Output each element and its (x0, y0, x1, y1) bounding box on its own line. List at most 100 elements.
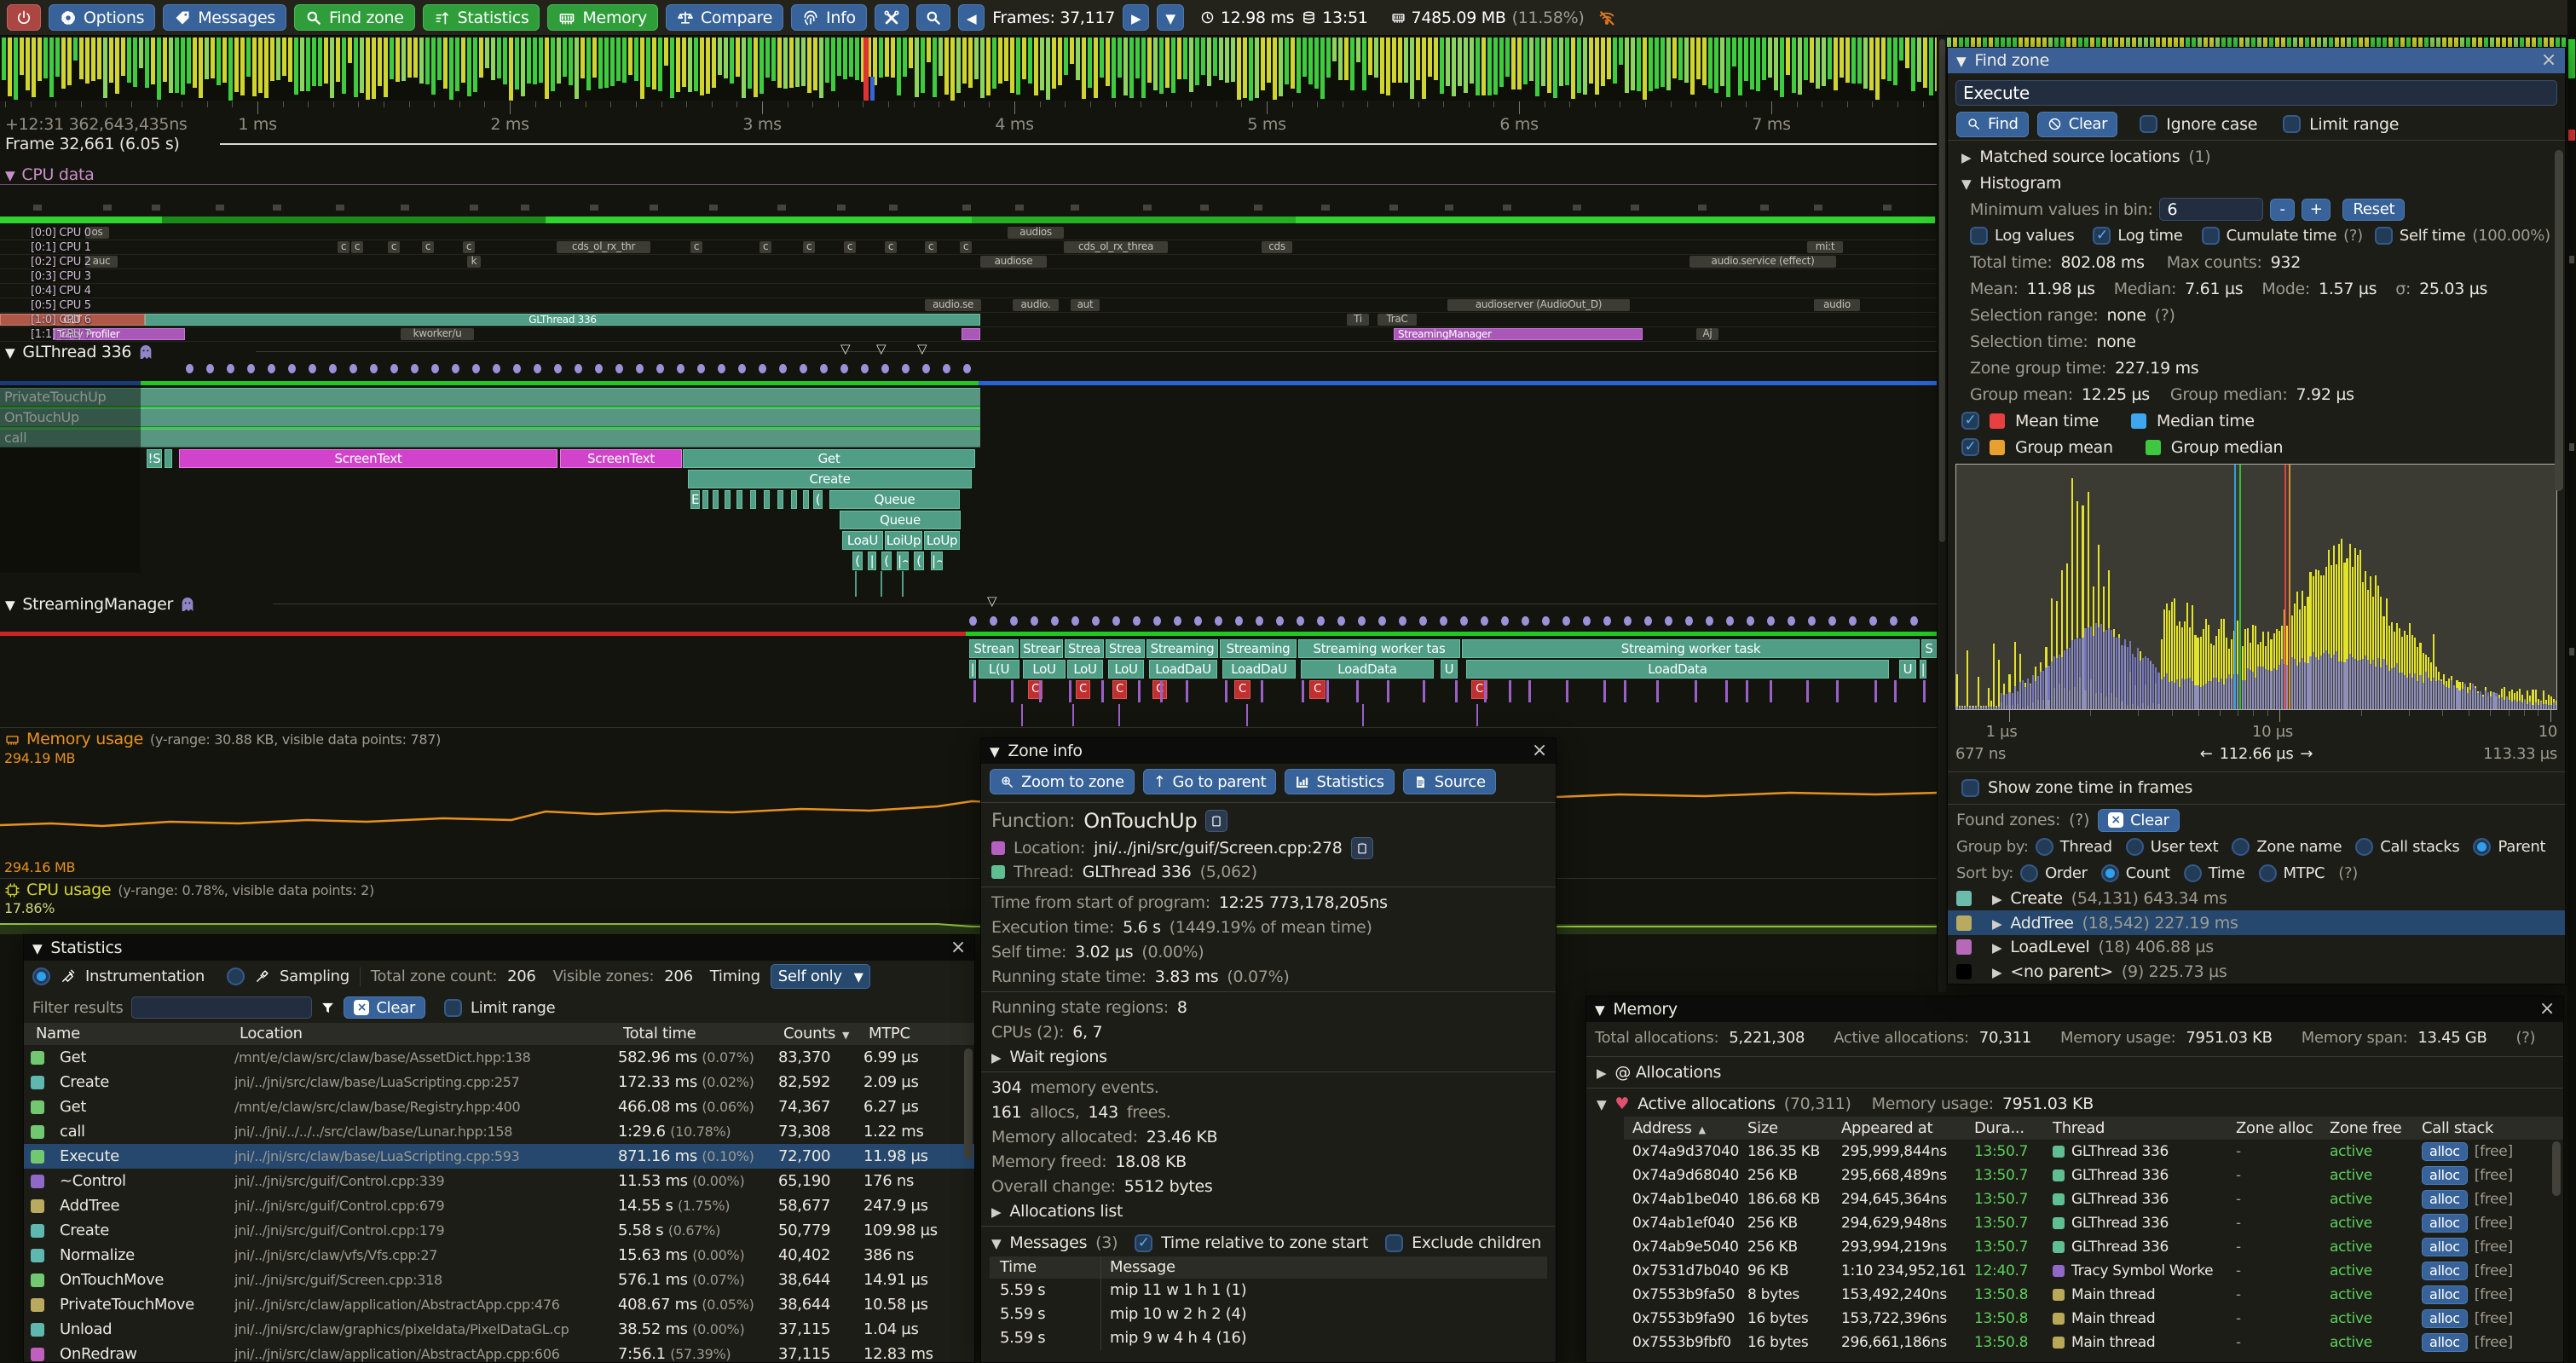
zone-bar[interactable] (165, 449, 172, 468)
cpu-row[interactable]: [0:3] CPU 3 (0, 269, 1938, 284)
zone-bar[interactable]: LoadData (1301, 660, 1434, 679)
next-frame-button[interactable] (1123, 4, 1149, 31)
find-zone-titlebar[interactable]: Find zone (1948, 48, 2565, 73)
zone-bar[interactable]: Get (683, 449, 975, 468)
cpu-zone[interactable]: cds_ol_rx_threa (1064, 241, 1168, 253)
limit-range-checkbox[interactable] (2283, 115, 2301, 133)
statistics-row[interactable]: Create jni/../jni/src/guif/Control.cpp:1… (24, 1218, 974, 1243)
group-by-radio[interactable] (2473, 838, 2491, 856)
collapse-icon[interactable] (1597, 1094, 1606, 1113)
statistics-row[interactable]: OnRedraw jni/../jni/src/claw/application… (24, 1342, 974, 1362)
allocation-row[interactable]: 0x7553b9fa90 16 bytes 153,722,396ns 13:5… (1624, 1307, 2563, 1331)
zone-bar[interactable] (750, 490, 756, 509)
statistics-row[interactable]: AddTree jni/../jni/src/guif/Control.cpp:… (24, 1193, 974, 1218)
cpu-zone[interactable]: c (351, 241, 363, 253)
alloc-callstack-button[interactable]: alloc (2422, 1142, 2468, 1161)
alloc-callstack-button[interactable]: alloc (2422, 1262, 2468, 1280)
help-hint[interactable]: (?) (2069, 811, 2089, 829)
message-marker-icon[interactable]: ▽ (917, 341, 927, 356)
find-button[interactable]: Find (1956, 112, 2029, 137)
statistics-row[interactable]: Get /mnt/e/claw/src/claw/base/AssetDict.… (24, 1045, 974, 1070)
group-by-radio[interactable] (2036, 838, 2053, 856)
prev-frame-button[interactable] (958, 4, 985, 31)
zone-bar[interactable]: Strea (1065, 639, 1104, 658)
allocation-row[interactable]: 0x7553b9fbf0 16 bytes 296,661,186ns 13:5… (1624, 1331, 2563, 1354)
statistics-row[interactable]: PrivateTouchMove jni/../jni/src/claw/app… (24, 1292, 974, 1317)
cpu-usage-plot[interactable] (0, 915, 1938, 934)
cpu-zone[interactable]: TraC (1378, 314, 1417, 326)
sort-by-radio[interactable] (2101, 864, 2119, 882)
allocation-row[interactable]: 0x7553b9fa50 8 bytes 153,492,240ns 13:50… (1624, 1283, 2563, 1307)
memory-usage-plot[interactable] (0, 759, 1938, 864)
active-allocations-label[interactable]: Active allocations (1637, 1094, 1776, 1113)
cpu-zone[interactable]: audio.service (effect) (1689, 256, 1836, 268)
collapse-icon[interactable] (991, 1233, 1001, 1252)
col-duration[interactable]: Dura... (1974, 1117, 2053, 1141)
cpu-zone[interactable]: c (960, 241, 972, 253)
close-icon[interactable] (1532, 742, 1547, 760)
sampling-radio[interactable] (227, 967, 245, 985)
zone-bar[interactable]: ScreenText (179, 449, 557, 468)
statistics-row[interactable]: Create jni/../jni/src/claw/base/LuaScrip… (24, 1070, 974, 1094)
allocation-row[interactable]: 0x7531d7b040 96 KB 1:10 234,952,161 12:4… (1624, 1259, 2563, 1283)
alloc-callstack-button[interactable]: alloc (2422, 1214, 2468, 1233)
zone-bar[interactable]: LoiUp (885, 531, 922, 550)
show-zone-time-checkbox[interactable] (1961, 779, 1979, 797)
tools-button[interactable] (875, 4, 909, 31)
wifi-off-icon[interactable] (1598, 9, 1615, 26)
zone-group-row[interactable]: Create (54,131) 643.34 ms (1948, 887, 2565, 911)
allocations-list-toggle[interactable]: Allocations list (981, 1198, 1556, 1223)
zone-bar[interactable]: Streaming worker task (1462, 639, 1920, 658)
col-address[interactable]: Address (1624, 1117, 1747, 1141)
zone-bar[interactable]: LoU (1023, 660, 1066, 679)
allocation-row[interactable]: 0x74ab1ef040 256 KB 294,629,948ns 13:50.… (1624, 1211, 2563, 1235)
zone-bar[interactable]: Strean (969, 639, 1019, 658)
zone-group-row[interactable]: <no parent> (9) 225.73 µs (1948, 959, 2565, 984)
cpu-zone[interactable] (962, 328, 980, 340)
close-icon[interactable] (2539, 1000, 2555, 1019)
message-row[interactable]: 5.59 s mip 9 w 4 h 4 (16) (990, 1326, 1547, 1350)
col-total-time[interactable]: Total time (623, 1023, 783, 1047)
alloc-callstack-button[interactable]: alloc (2422, 1190, 2468, 1209)
statistics-table-header[interactable]: Name Location Total time Counts MTPC (24, 1023, 974, 1045)
help-hint[interactable]: (?) (2338, 864, 2358, 882)
cpu-zone[interactable]: audio. (1013, 299, 1059, 311)
zone-bar[interactable]: LoUp (924, 531, 960, 550)
timeline-scrollbar-thumb[interactable] (1939, 39, 1945, 542)
frame-dropdown-button[interactable] (1157, 4, 1183, 31)
allocation-row[interactable]: 0x74ab1be040 186.68 KB 294,645,364ns 13:… (1624, 1187, 2563, 1211)
help-hint[interactable]: (?) (2155, 306, 2175, 325)
col-thread[interactable]: Thread (2053, 1117, 2236, 1141)
zone-group-row[interactable]: AddTree (18,542) 227.19 ms (1948, 910, 2565, 935)
find-zone-button[interactable]: Find zone (294, 4, 415, 31)
clear-filter-button[interactable]: Clear (344, 996, 425, 1019)
memory-panel-titlebar[interactable]: Memory (1586, 996, 2563, 1022)
statistics-button[interactable]: Statistics (423, 4, 540, 31)
allocation-row[interactable]: 0x74ab9e5040 256 KB 293,994,219ns 13:50.… (1624, 1235, 2563, 1259)
histogram-plot[interactable] (1955, 464, 2557, 710)
group-by-radio[interactable] (2126, 838, 2144, 856)
zone-bar[interactable]: LoadData (1466, 660, 1889, 679)
goto-frame-button[interactable] (916, 4, 950, 31)
cpu-zone[interactable]: Aj (1696, 328, 1718, 340)
cpu-zone[interactable]: mi:t (1807, 241, 1843, 253)
zone-bar[interactable]: C (1309, 680, 1326, 699)
glthread-header[interactable]: GLThread 336 (5, 343, 153, 361)
zone-bar[interactable]: !S (147, 449, 162, 468)
message-marker-icon[interactable]: ▽ (840, 341, 850, 356)
legend-checkbox[interactable] (1961, 412, 1979, 430)
col-counts[interactable]: Counts (783, 1023, 869, 1047)
message-row[interactable]: 5.59 s mip 11 w 1 h 1 (1) (990, 1279, 1547, 1302)
zone-bar[interactable]: Strea (1106, 639, 1145, 658)
zone-bar[interactable]: Streaming worker tas (1298, 639, 1460, 658)
close-icon[interactable] (950, 939, 966, 957)
zone-bar[interactable]: Streaming (1146, 639, 1218, 658)
histogram-option-checkbox[interactable] (2202, 227, 2220, 245)
cpu-zone[interactable]: cds (1262, 241, 1292, 253)
options-button[interactable]: Options (49, 4, 155, 31)
statistics-panel-titlebar[interactable]: Statistics (24, 935, 974, 961)
zone-bar[interactable]: ( (813, 490, 823, 509)
legend-checkbox[interactable] (1961, 438, 1979, 456)
cpu-zone[interactable]: audios (1008, 227, 1064, 239)
reset-button[interactable]: Reset (2342, 199, 2405, 221)
